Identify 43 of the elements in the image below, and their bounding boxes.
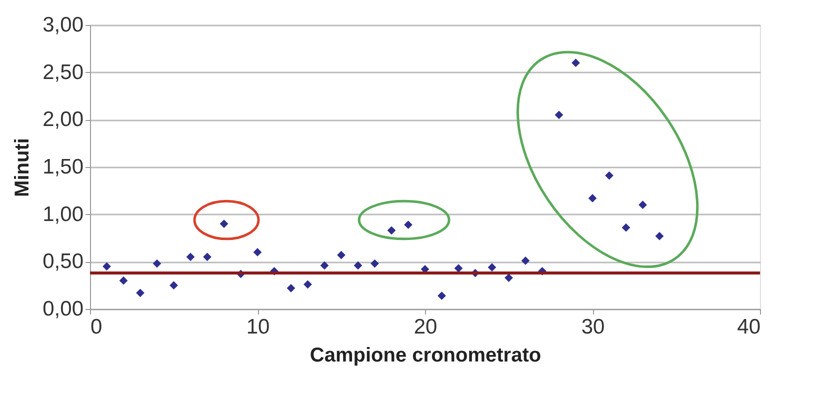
- point: [588, 194, 597, 202]
- y-tick-label: 0,00: [42, 298, 84, 320]
- x-tick-label: 40: [737, 316, 760, 338]
- point: [136, 288, 144, 298]
- point: [605, 171, 614, 180]
- point: [438, 292, 446, 300]
- point: [337, 250, 346, 260]
- x-axis-title: Campione cronometrato: [310, 344, 542, 366]
- point: [638, 200, 647, 210]
- y-tick-label: 1,00: [42, 202, 84, 226]
- point: [253, 248, 262, 256]
- point: [203, 252, 212, 262]
- point: [170, 281, 178, 290]
- y-axis-title: Minuti: [12, 138, 34, 197]
- point: [521, 256, 530, 265]
- point: [186, 252, 195, 262]
- point: [320, 261, 329, 270]
- y-tick-label: 3,00: [42, 14, 84, 36]
- x-tick-label: 0: [90, 316, 102, 338]
- point: [354, 261, 362, 270]
- x-tick-label: 20: [414, 316, 438, 338]
- point: [102, 262, 111, 271]
- point: [304, 280, 312, 289]
- y-tick-label: 0,50: [42, 250, 84, 274]
- point: [119, 276, 128, 285]
- y-tick-label: 2,50: [42, 60, 84, 84]
- point: [404, 220, 412, 229]
- point: [488, 263, 496, 272]
- point: [152, 259, 162, 268]
- point: [572, 58, 580, 68]
- point: [370, 259, 379, 268]
- x-tick-label: 30: [581, 316, 605, 338]
- point: [504, 274, 513, 282]
- y-tick-label: 2,00: [42, 108, 84, 132]
- point: [655, 232, 664, 240]
- point: [220, 220, 228, 228]
- point: [454, 264, 463, 272]
- point: [387, 226, 396, 235]
- point: [286, 284, 296, 292]
- point: [622, 223, 630, 232]
- y-tick-label: 1,50: [42, 156, 84, 178]
- x-tick-label: 10: [246, 316, 270, 338]
- point: [554, 110, 564, 120]
